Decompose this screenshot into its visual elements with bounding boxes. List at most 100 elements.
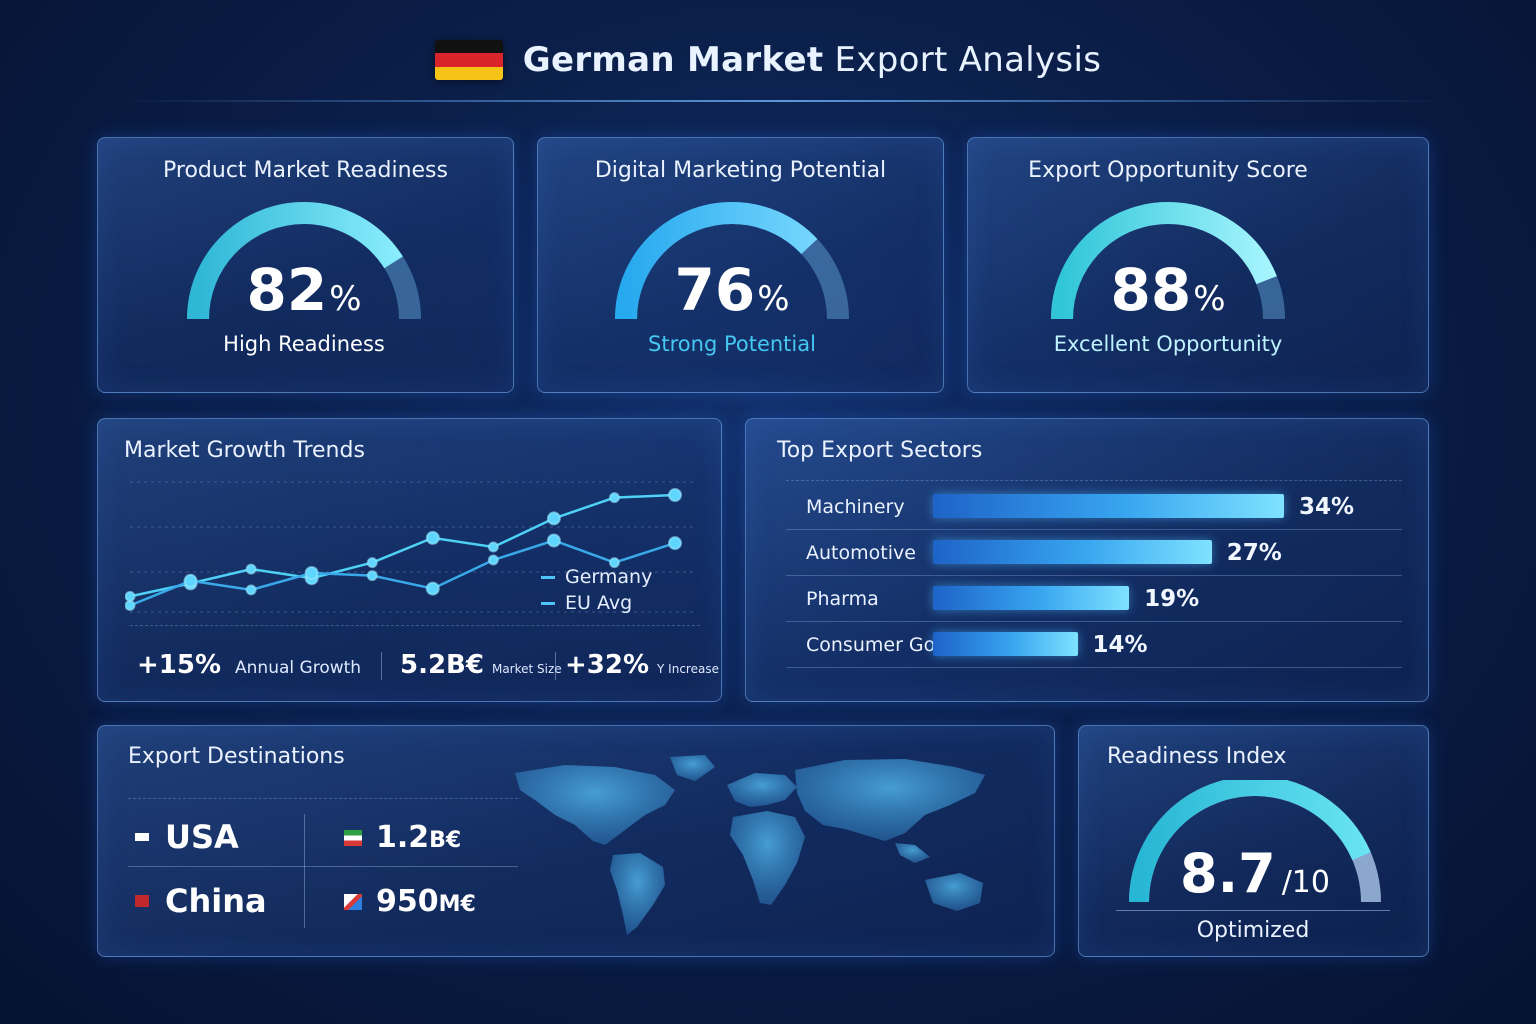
readiness-index-panel[interactable] bbox=[1078, 725, 1429, 957]
sector-value: 27% bbox=[1226, 540, 1282, 566]
germany-flag-icon bbox=[434, 40, 503, 80]
stat-annual-value: +15% bbox=[137, 650, 222, 680]
destinations-rule bbox=[128, 798, 518, 799]
sector-bar bbox=[933, 632, 1078, 656]
sector-name: Consumer Goods bbox=[806, 634, 969, 656]
stat-size-value: 5.2B€ bbox=[400, 650, 484, 680]
readiness-value: 8.7/10 bbox=[1122, 842, 1388, 905]
data-point[interactable] bbox=[608, 492, 620, 504]
readiness-rule bbox=[1116, 910, 1390, 911]
kpi-title: Digital Marketing Potential bbox=[594, 158, 887, 183]
destination-china-value: 950M€ bbox=[344, 884, 476, 919]
data-point[interactable] bbox=[245, 563, 257, 575]
sector-row-consumer-goods[interactable]: Consumer Goods 14% bbox=[786, 622, 1402, 668]
stat-size-label: Market Size bbox=[491, 662, 562, 676]
kpi-status-label: Excellent Opportunity bbox=[1053, 332, 1283, 356]
readiness-title: Readiness Index bbox=[1107, 744, 1287, 769]
growth-stats-divider bbox=[130, 625, 700, 626]
stat-increase-value: +32% bbox=[565, 650, 650, 680]
world-map[interactable] bbox=[505, 745, 1025, 945]
kpi-status-label: Strong Potential bbox=[648, 332, 816, 356]
sector-value: 34% bbox=[1299, 494, 1355, 520]
legend-germany: Germany bbox=[541, 566, 652, 588]
destination-usa[interactable]: USA bbox=[135, 818, 239, 856]
readiness-score: 8.7 bbox=[1180, 842, 1276, 905]
data-point[interactable] bbox=[245, 584, 257, 596]
readiness-suffix: /10 bbox=[1281, 865, 1330, 900]
growth-line-chart[interactable] bbox=[125, 472, 705, 632]
data-point[interactable] bbox=[425, 530, 440, 545]
map-europe bbox=[727, 773, 797, 807]
gauge-arc bbox=[1051, 202, 1285, 320]
destinations-title: Export Destinations bbox=[128, 744, 345, 769]
kpi-gauge: 82% High Readiness bbox=[184, 198, 424, 388]
data-point[interactable] bbox=[668, 536, 682, 551]
data-point[interactable] bbox=[183, 573, 198, 588]
data-point[interactable] bbox=[425, 581, 440, 596]
kpi-gauge: 88% Excellent Opportunity bbox=[1048, 198, 1288, 388]
stat-increase-label: Y Increase bbox=[657, 662, 719, 676]
kpi-card-digital-marketing[interactable]: Digital Marketing Potential 76% Strong P… bbox=[537, 137, 944, 393]
kpi-value: 82% bbox=[184, 256, 424, 324]
data-point[interactable] bbox=[608, 557, 620, 569]
sector-row-automotive[interactable]: Automotive 27% bbox=[786, 530, 1402, 576]
stat-y-increase: +32% Y Increase bbox=[565, 650, 719, 680]
kpi-card-product-readiness[interactable]: Product Market Readiness 82% High Readin… bbox=[97, 137, 514, 393]
sector-name: Machinery bbox=[806, 496, 905, 518]
data-point[interactable] bbox=[125, 590, 136, 602]
kpi-number: 88 bbox=[1110, 256, 1192, 324]
map-asia bbox=[795, 759, 985, 841]
map-southeast-asia bbox=[895, 843, 930, 863]
data-point[interactable] bbox=[125, 600, 136, 611]
kpi-number: 76 bbox=[674, 256, 756, 324]
china-marker-icon bbox=[135, 895, 149, 907]
kpi-gauge: 76% Strong Potential bbox=[612, 198, 852, 388]
sector-row-machinery[interactable]: Machinery 34% bbox=[786, 484, 1402, 530]
flag-stripe-gold bbox=[434, 66, 503, 80]
usa-amount-unit: B€ bbox=[429, 828, 462, 853]
legend-eu-swatch bbox=[541, 601, 555, 605]
kpi-unit: % bbox=[757, 279, 790, 319]
sector-value: 19% bbox=[1144, 586, 1200, 612]
stat-separator bbox=[381, 652, 382, 680]
kpi-value: 76% bbox=[612, 256, 852, 324]
sector-row-pharma[interactable]: Pharma 19% bbox=[786, 576, 1402, 622]
china-amount-unit: M€ bbox=[438, 892, 476, 917]
page-title-bold: German Market bbox=[522, 40, 824, 80]
kpi-number: 82 bbox=[246, 256, 328, 324]
destination-usa-name: USA bbox=[165, 818, 239, 856]
data-point[interactable] bbox=[546, 511, 561, 526]
gauge-arc bbox=[615, 202, 849, 320]
destination-china[interactable]: China bbox=[135, 882, 267, 920]
kpi-unit: % bbox=[329, 279, 362, 319]
kpi-title: Export Opportunity Score bbox=[1028, 158, 1308, 183]
flag-stripes-icon bbox=[344, 829, 362, 846]
data-point[interactable] bbox=[668, 488, 682, 502]
sector-name: Automotive bbox=[806, 542, 916, 564]
data-point[interactable] bbox=[487, 541, 499, 553]
data-point[interactable] bbox=[304, 566, 319, 580]
data-point[interactable] bbox=[366, 557, 378, 569]
flag-stripe-black bbox=[434, 40, 503, 54]
kpi-value: 88% bbox=[1048, 256, 1288, 324]
destinations-row-divider bbox=[128, 866, 518, 867]
data-point[interactable] bbox=[487, 554, 499, 566]
map-south-america bbox=[610, 853, 665, 935]
flag-diagonal-icon bbox=[344, 893, 362, 910]
data-point[interactable] bbox=[546, 533, 561, 548]
sectors-title: Top Export Sectors bbox=[777, 438, 983, 463]
page-title: German Market Export Analysis bbox=[523, 40, 1101, 80]
sector-bar bbox=[933, 540, 1212, 564]
growth-title: Market Growth Trends bbox=[124, 438, 365, 463]
legend-eu-avg: EU Avg bbox=[541, 592, 632, 614]
usa-marker-icon bbox=[135, 833, 149, 841]
sector-name: Pharma bbox=[806, 588, 879, 610]
sectors-top-rule bbox=[786, 480, 1402, 481]
usa-amount-number: 1.2 bbox=[376, 820, 430, 855]
destination-china-name: China bbox=[165, 882, 267, 920]
usa-amount: 1.2B€ bbox=[376, 820, 461, 855]
readiness-gauge-arc bbox=[1129, 780, 1381, 903]
stat-annual-label: Annual Growth bbox=[235, 658, 362, 678]
kpi-card-export-opportunity[interactable]: Export Opportunity Score 88% Excellent O… bbox=[967, 137, 1429, 393]
data-point[interactable] bbox=[366, 570, 378, 582]
